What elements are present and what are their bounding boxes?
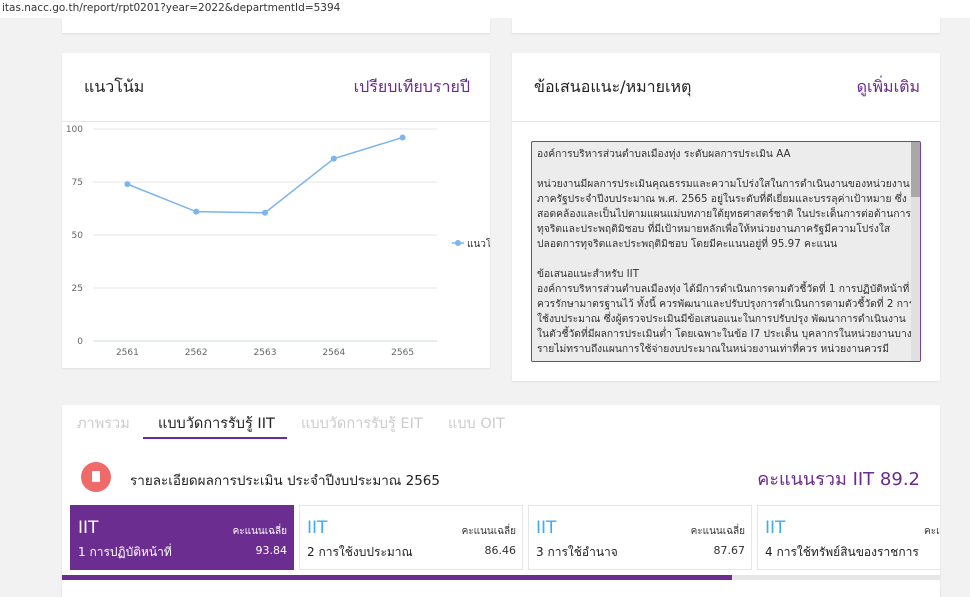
note-paragraph: ข้อเสนอแนะสำหรับ IIT	[537, 268, 640, 280]
y-tick-label: 100	[66, 125, 83, 135]
tab[interactable]: แบบวัดการรับรู้ IIT	[158, 416, 275, 432]
divider	[512, 121, 940, 122]
y-tick-label: 0	[77, 337, 83, 347]
point	[262, 209, 268, 216]
top-card-left	[62, 18, 490, 33]
scroll-thumb	[911, 142, 920, 197]
divider	[62, 121, 490, 122]
trend-card: แนวโน้ม เปรียบเทียบรายปี 0 25 50 75 100 2561 2…	[62, 53, 490, 368]
progress-fill	[62, 575, 732, 580]
progress-track	[62, 575, 940, 580]
note-paragraph: องค์การบริหารส่วนตำบลเมืองทุ่ง ได้มีการด…	[537, 283, 915, 355]
legend-swatch-dot	[455, 240, 461, 246]
score-label: คะแนนรวม IIT	[757, 469, 875, 490]
y-tick-label: 75	[72, 178, 83, 188]
doc-icon-page	[92, 471, 100, 482]
detail-title: รายละเอียดผลการประเมิน ประจำปีงบประมาณ 2…	[130, 473, 440, 489]
note-textarea[interactable]: องค์การบริหารส่วนตำบลเมืองทุ่ง ระดับผลกา…	[531, 141, 921, 362]
address-bar: itas.nacc.go.th/report/rpt0201?year=2022…	[0, 0, 970, 18]
card-title: แนวโน้ม	[84, 77, 145, 96]
total-score: คะแนนรวม IIT 89.2	[757, 464, 920, 493]
compare-link[interactable]: เปรียบเทียบรายปี	[353, 77, 470, 96]
tab[interactable]: ภาพรวม	[77, 416, 130, 432]
next-panel	[62, 588, 940, 597]
point	[399, 134, 406, 141]
note-paragraph: หน่วยงานมีผลการประเมินคุณธรรมและความโปร่…	[537, 178, 911, 250]
tab[interactable]: แบบ OIT	[448, 416, 505, 432]
legend-entry: แนวโน้ม	[467, 237, 490, 250]
active-tab-underline	[143, 437, 287, 439]
top-card-right	[512, 18, 940, 33]
y-tick-label: 25	[72, 284, 83, 294]
scrollbar	[911, 142, 920, 361]
x-tick-label: 2564	[322, 348, 345, 358]
point	[193, 208, 200, 215]
y-tick-label: 50	[72, 231, 84, 241]
doc-icon	[81, 462, 111, 492]
note-paragraph: องค์การบริหารส่วนตำบลเมืองทุ่ง ระดับผลกา…	[537, 148, 791, 160]
point	[124, 181, 131, 188]
x-tick-label: 2565	[391, 348, 414, 358]
x-tick-label: 2563	[254, 348, 277, 358]
x-tick-label: 2562	[185, 348, 208, 358]
more-link[interactable]: ดูเพิ่มเติม	[856, 77, 920, 96]
x-tick-label: 2561	[116, 348, 139, 358]
score-value: 89.2	[879, 469, 920, 490]
tab[interactable]: แบบวัดการรับรู้ EIT	[301, 416, 423, 432]
trend-chart: 0 25 50 75 100 2561 2562 2563 2564 2565 แนวโน้ม	[66, 125, 490, 358]
url[interactable]: itas.nacc.go.th/report/rpt0201?year=2022…	[2, 2, 341, 14]
point	[330, 155, 337, 162]
card-title: ข้อเสนอแนะ/หมายเหตุ	[534, 77, 692, 96]
line-series	[127, 136, 403, 214]
